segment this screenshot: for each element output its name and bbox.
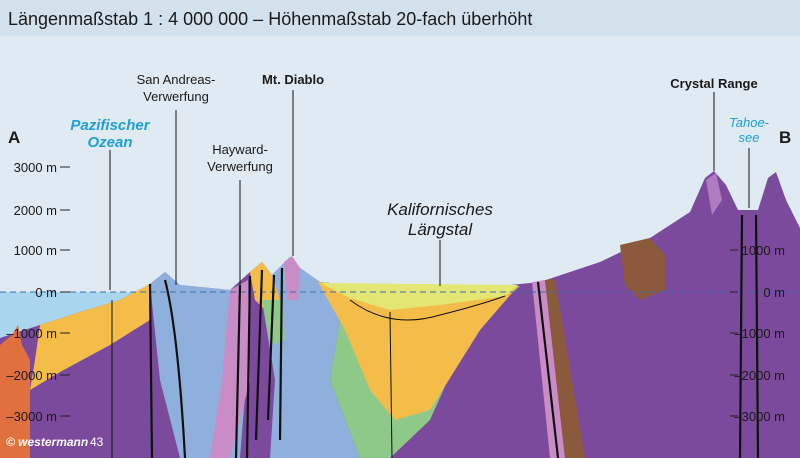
rock-blue-2 <box>262 257 360 458</box>
band-brown <box>545 279 585 458</box>
lake-label: Tahoe-see <box>729 115 770 145</box>
axis-label: 0 m <box>763 285 785 300</box>
credit: © westermann <box>6 435 88 449</box>
fault <box>254 269 264 441</box>
axis-label: –1000 m <box>6 326 57 341</box>
rock-pink-top <box>284 256 300 300</box>
axis-label: –1000 m <box>734 326 785 341</box>
axis-label: 0 m <box>35 285 57 300</box>
axis-label: 1000 m <box>14 243 57 258</box>
fault <box>266 274 276 421</box>
section-end: A <box>8 128 20 147</box>
title-bar <box>0 0 800 36</box>
axis-label: 2000 m <box>14 203 57 218</box>
axis-label: –3000 m <box>6 409 57 424</box>
valley-label: Kalifornisches Längstal <box>387 200 493 239</box>
fault <box>148 283 154 458</box>
valley-top <box>320 283 518 310</box>
axis-label: –3000 m <box>734 409 785 424</box>
axis-label: 3000 m <box>14 160 57 175</box>
fault <box>754 214 760 458</box>
section-end: B <box>779 128 791 147</box>
pluton-brown <box>620 238 665 300</box>
axes: 3000 m 2000 m 1000 m 0 m –1000 m –2000 m –3000… <box>6 160 785 424</box>
peak-label: Mt. Diablo <box>262 72 324 87</box>
valley-contact <box>349 295 506 321</box>
valley-fill <box>318 282 518 420</box>
sediment-left <box>30 284 150 390</box>
fault <box>738 214 744 458</box>
peak-label: Crystal Range <box>670 76 757 91</box>
fault <box>389 311 393 458</box>
title: Längenmaßstab 1 : 4 000 000 – Höhenmaßst… <box>8 9 532 29</box>
axis-label: –2000 m <box>6 368 57 383</box>
ocean-label: Pazifischer Ozean <box>70 117 150 151</box>
rock-orange <box>0 325 30 458</box>
pluton-light <box>706 173 722 215</box>
fault-label: San Andreas-Verwerfung <box>137 72 216 104</box>
rock-green-top <box>262 300 285 345</box>
fault <box>163 279 187 458</box>
axis-label: –2000 m <box>734 368 785 383</box>
fault-label: Hayward-Verwerfung <box>207 142 273 174</box>
axis-label: 1000 m <box>742 243 785 258</box>
fault <box>536 281 560 458</box>
page-number: 43 <box>90 435 104 449</box>
fault <box>234 284 242 458</box>
fault <box>245 275 252 458</box>
fault <box>278 267 284 441</box>
